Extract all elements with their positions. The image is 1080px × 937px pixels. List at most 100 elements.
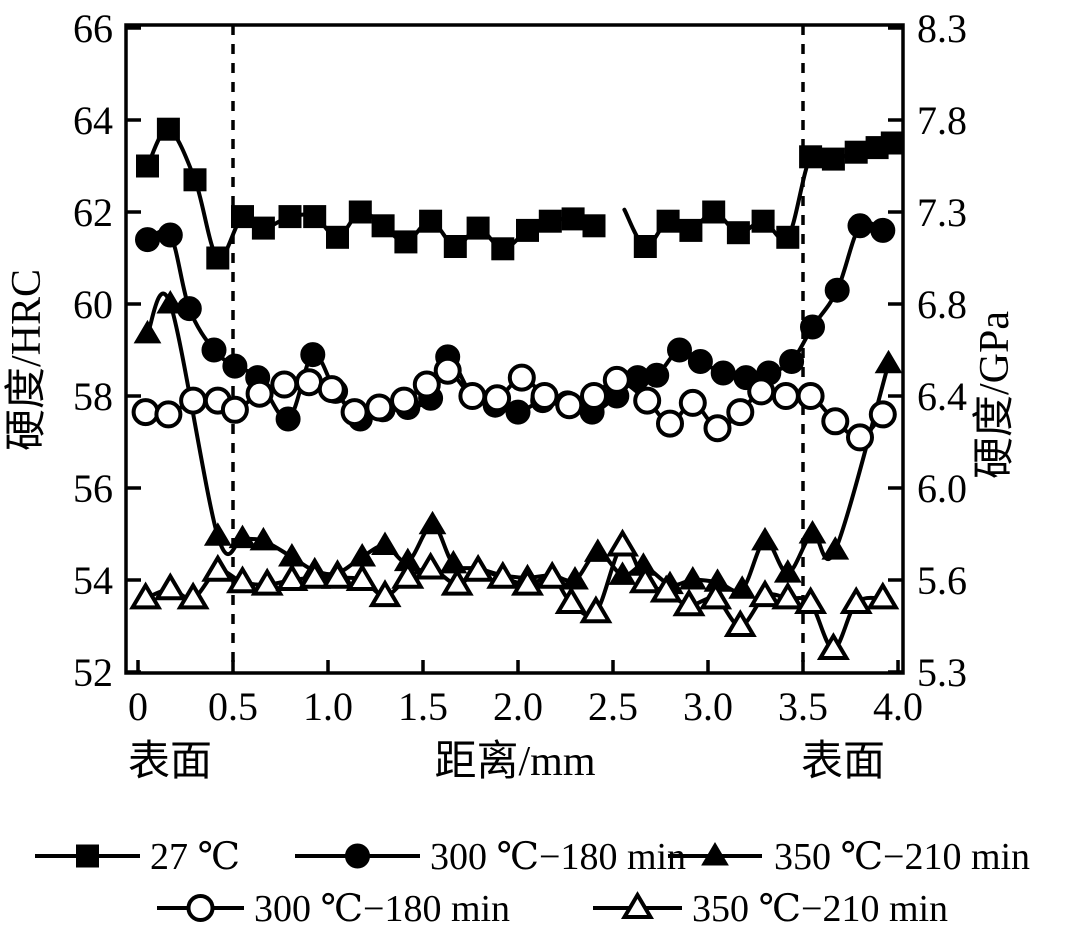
- marker-circle-open: [868, 400, 897, 429]
- marker-circle-filled: [201, 337, 227, 363]
- y-tick-label-right: 6.0: [917, 466, 967, 511]
- marker-triangle-open: [605, 528, 640, 557]
- marker-triangle-open: [794, 586, 828, 614]
- y-tick-label-left: 66: [73, 6, 113, 51]
- marker-triangle-open: [579, 595, 613, 624]
- marker-square-filled: [466, 216, 490, 240]
- marker-triangle-filled: [821, 536, 850, 560]
- marker-circle-open: [530, 382, 559, 410]
- annotation-surface-right: 表面: [801, 739, 885, 785]
- series-markers-0: [136, 117, 904, 270]
- series-markers-2: [131, 356, 897, 452]
- marker-square-filled: [206, 246, 230, 270]
- marker-circle-open: [796, 382, 825, 410]
- marker-square-filled: [348, 200, 372, 224]
- marker-square-filled: [443, 235, 467, 258]
- marker-circle-filled: [505, 399, 531, 425]
- marker-circle-filled: [222, 353, 248, 379]
- y-axis-title-right: 硬度/GPa: [972, 311, 1018, 479]
- marker-triangle-open: [486, 560, 520, 589]
- marker-circle-open: [507, 363, 536, 392]
- marker-triangle-filled: [874, 349, 903, 374]
- marker-triangle-open: [250, 567, 284, 596]
- marker-triangle-open: [298, 560, 332, 589]
- marker-triangle-open: [275, 563, 309, 591]
- marker-triangle-filled: [608, 561, 637, 585]
- marker-square-filled: [656, 209, 680, 233]
- marker-triangle-open: [771, 581, 805, 610]
- marker-circle-open: [179, 386, 208, 415]
- marker-triangle-open: [414, 551, 448, 580]
- legend-label: 300 ℃−180 min: [430, 836, 686, 878]
- marker-square-filled: [303, 205, 327, 229]
- marker-circle-filled: [687, 349, 713, 374]
- marker-circle-open: [580, 382, 608, 410]
- legend-item: 300 ℃−180 min: [295, 836, 686, 878]
- marker-square-filled: [799, 145, 823, 169]
- x-tick-label: 3.5: [778, 684, 828, 729]
- marker-circle-open: [602, 365, 631, 394]
- marker-triangle-open: [129, 581, 163, 610]
- legend-label: 27 ℃: [150, 836, 240, 878]
- marker-triangle-open: [461, 553, 495, 582]
- marker-square-filled: [880, 131, 904, 155]
- marker-square-filled: [561, 207, 585, 231]
- marker-circle-open: [656, 409, 684, 438]
- legend-label: 350 ℃−210 min: [774, 836, 1030, 878]
- marker-square-filled: [156, 117, 180, 141]
- marker-square-filled: [394, 230, 418, 254]
- marker-square-filled: [231, 205, 254, 229]
- x-tick-label: 2.5: [588, 684, 638, 729]
- marker-circle-open: [131, 398, 160, 427]
- marker-circle-open: [270, 370, 299, 399]
- marker-triangle-open: [839, 586, 873, 614]
- marker-triangle-filled: [228, 524, 257, 549]
- marker-square-filled: [679, 218, 703, 242]
- y-tick-label-right: 6.8: [917, 282, 967, 327]
- marker-square-filled: [821, 147, 845, 171]
- marker-circle-open: [317, 375, 346, 404]
- marker-circle-open: [186, 894, 215, 922]
- y-axis-title-left: 硬度/HRC: [4, 269, 50, 451]
- series-markers: [129, 117, 904, 660]
- marker-triangle-filled: [133, 319, 162, 344]
- chart-legend: 27 ℃ 300 ℃−180 min 350 ℃−210 min 300 ℃−180 …: [35, 836, 1030, 930]
- y-tick-label-right: 5.3: [917, 650, 967, 695]
- marker-square-filled: [326, 225, 349, 249]
- y-tick-label-left: 60: [73, 282, 113, 327]
- marker-square-filled: [371, 214, 395, 238]
- x-tick-label: 3.0: [683, 684, 733, 729]
- marker-circle-open: [295, 368, 323, 397]
- plot-frame: [124, 23, 905, 675]
- marker-circle-filled: [275, 406, 301, 432]
- marker-triangle-filled: [371, 531, 399, 555]
- marker-triangle-open: [201, 553, 235, 582]
- x-axis-title: 距离/mm: [434, 738, 595, 785]
- annotation-surface-left: 表面: [128, 739, 212, 785]
- legend-item: 300 ℃−180 min: [157, 888, 510, 930]
- x-tick-label: 0.5: [208, 684, 258, 729]
- y-tick-label-right: 8.3: [917, 6, 967, 51]
- marker-square-filled: [582, 214, 606, 238]
- marker-triangle-filled: [583, 538, 612, 562]
- marker-circle-filled: [870, 217, 896, 243]
- marker-triangle-open: [320, 560, 355, 589]
- marker-square-filled: [726, 221, 750, 245]
- marker-circle-filled: [710, 360, 736, 386]
- y-tick-label-left: 62: [73, 190, 113, 235]
- x-axis: 0 0.5 1.0 1.5 2.0 2.5 3.0 3.5 4.0: [128, 660, 923, 729]
- marker-circle-open: [703, 414, 732, 443]
- marker-triangle-open: [176, 581, 210, 610]
- marker-triangle-open: [391, 560, 425, 589]
- y-tick-label-left: 54: [73, 558, 113, 603]
- series-markers-4: [129, 528, 900, 660]
- marker-square-filled: [278, 205, 302, 229]
- x-tick-label: 4.0: [873, 684, 923, 729]
- marker-circle-open: [771, 382, 800, 410]
- marker-circle-open: [154, 400, 183, 429]
- marker-circle-open: [726, 398, 755, 427]
- marker-triangle-filled: [203, 522, 232, 546]
- marker-square-filled: [76, 844, 99, 868]
